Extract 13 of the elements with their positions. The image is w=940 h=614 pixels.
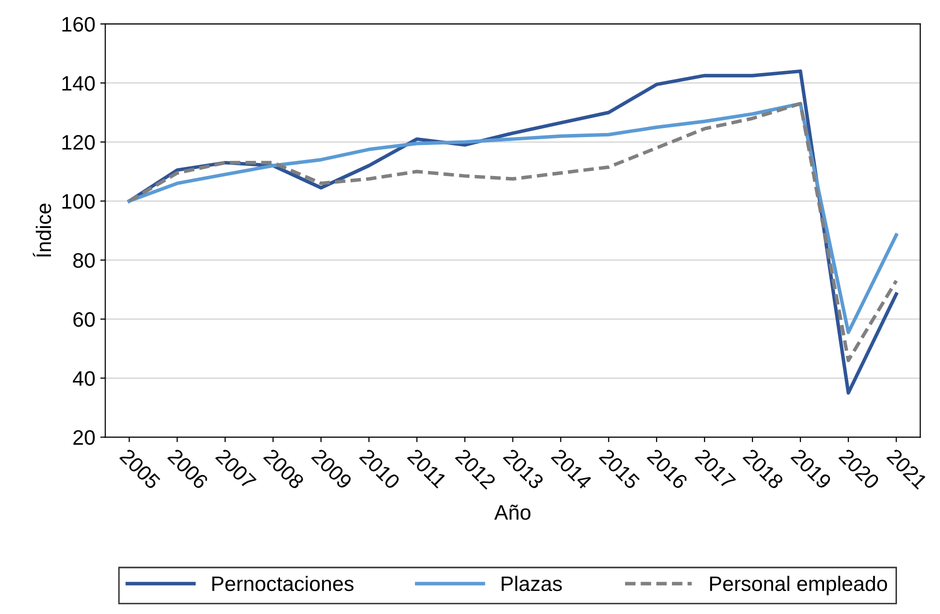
y-tick-label: 140 [62,76,95,91]
y-tick-label: 40 [72,371,95,386]
y-tick-label: 60 [73,312,95,327]
y-tick-label: 20 [73,430,95,445]
legend-label: Pernoctaciones [212,576,354,592]
y-axis-title: Índice [32,204,52,257]
legend-label: Personal empleado [710,576,888,596]
y-tick-label: 80 [73,253,95,268]
y-tick-label: 100 [62,194,95,209]
y-tick-label: 120 [62,135,95,150]
x-axis-title: Año [494,504,530,520]
legend-label: Plazas [502,576,562,592]
y-tick-label: 160 [62,16,95,32]
